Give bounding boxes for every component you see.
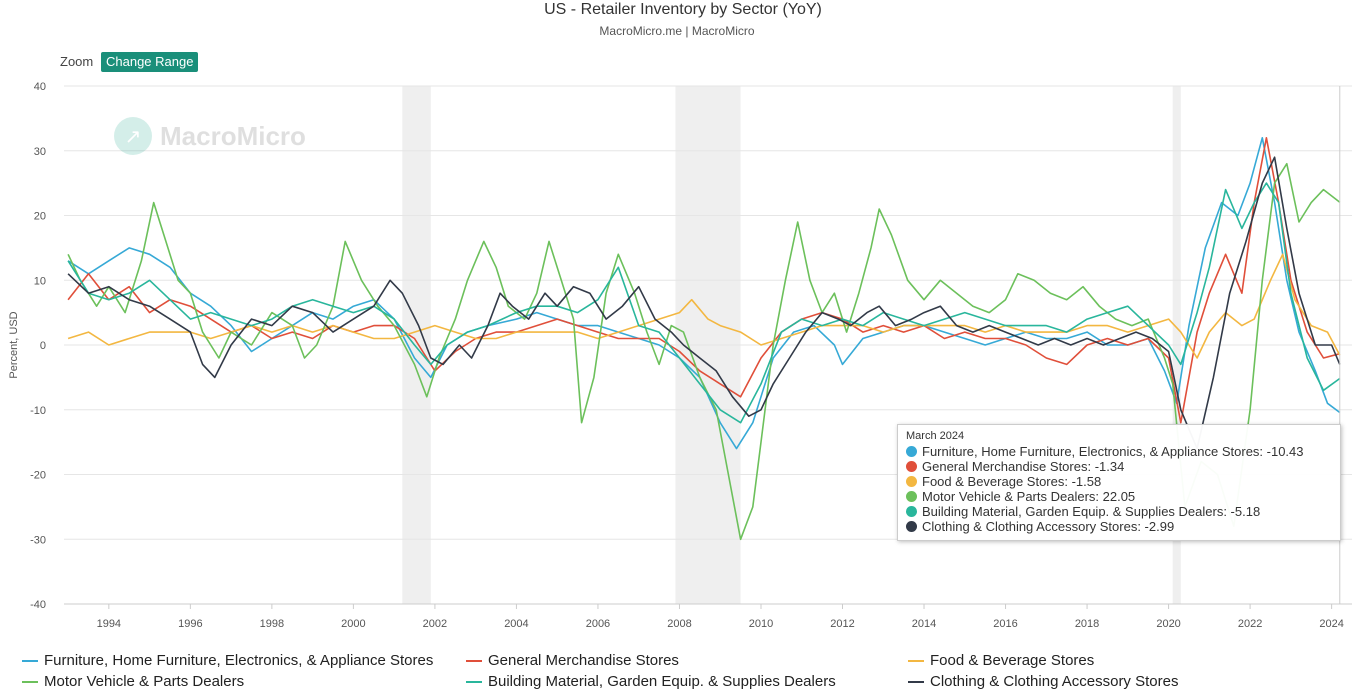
- y-tick-label: -30: [30, 534, 46, 546]
- tooltip-row-label: General Merchandise Stores: -1.34: [922, 459, 1125, 474]
- tooltip-row: Food & Beverage Stores: -1.58: [906, 474, 1332, 489]
- legend-line-icon: [908, 680, 924, 683]
- x-tick-label: 2024: [1319, 618, 1343, 630]
- legend-item-1[interactable]: Furniture, Home Furniture, Electronics, …: [22, 652, 433, 669]
- macromicro-logo-icon: ↗: [114, 117, 152, 155]
- series-dot-icon: [906, 476, 917, 487]
- change-range-button[interactable]: Change Range: [101, 52, 199, 72]
- legend-label: General Merchandise Stores: [488, 652, 679, 669]
- legend-label: Building Material, Garden Equip. & Suppl…: [488, 673, 836, 690]
- chart-subtitle: MacroMicro.me | MacroMicro: [599, 24, 754, 38]
- legend-label: Clothing & Clothing Accessory Stores: [930, 673, 1179, 690]
- x-tick-label: 1994: [97, 618, 121, 630]
- tooltip: March 2024 Furniture, Home Furniture, El…: [897, 424, 1341, 541]
- watermark-text: MacroMicro: [160, 120, 306, 151]
- tooltip-row-label: Clothing & Clothing Accessory Stores: -2…: [922, 519, 1175, 534]
- x-tick-label: 2012: [830, 618, 854, 630]
- series-line-6[interactable]: [67, 156, 1341, 450]
- y-tick-label: -40: [30, 599, 46, 611]
- watermark-logo: ↗ MacroMicro: [114, 117, 306, 155]
- x-tick-label: 2006: [586, 618, 610, 630]
- tooltip-row-label: Motor Vehicle & Parts Dealers: 22.05: [922, 489, 1136, 504]
- y-tick-label: 0: [40, 340, 46, 352]
- tooltip-row: Motor Vehicle & Parts Dealers: 22.05: [906, 489, 1332, 504]
- tooltip-row: General Merchandise Stores: -1.34: [906, 459, 1332, 474]
- series-line-3[interactable]: [67, 253, 1341, 359]
- y-tick-label: 10: [34, 275, 46, 287]
- tooltip-row: Building Material, Garden Equip. & Suppl…: [906, 504, 1332, 519]
- x-tick-label: 2018: [1075, 618, 1099, 630]
- legend-item-2[interactable]: General Merchandise Stores: [466, 652, 679, 669]
- tooltip-row-label: Food & Beverage Stores: -1.58: [922, 474, 1102, 489]
- x-tick-label: 2008: [667, 618, 691, 630]
- tooltip-title: March 2024: [906, 430, 965, 442]
- x-tick-label: 2014: [912, 618, 936, 630]
- legend-line-icon: [466, 680, 482, 683]
- series-dot-icon: [906, 461, 917, 472]
- legend-line-icon: [908, 659, 924, 662]
- tooltip-row-label: Furniture, Home Furniture, Electronics, …: [922, 444, 1304, 459]
- x-tick-label: 2016: [993, 618, 1017, 630]
- x-tick-label: 2002: [423, 618, 447, 630]
- legend-label: Food & Beverage Stores: [930, 652, 1095, 669]
- legend-line-icon: [22, 680, 38, 683]
- series-dot-icon: [906, 446, 917, 457]
- tooltip-row: Clothing & Clothing Accessory Stores: -2…: [906, 519, 1332, 534]
- series-dot-icon: [906, 506, 917, 517]
- series-dot-icon: [906, 491, 917, 502]
- x-tick-label: 2010: [749, 618, 773, 630]
- legend-label: Furniture, Home Furniture, Electronics, …: [44, 652, 434, 669]
- series-line-2[interactable]: [67, 137, 1341, 424]
- x-tick-label: 1998: [260, 618, 284, 630]
- x-axis: 1994 1996 1998 2000 2002 2004 2006 2008 2010 2012…: [97, 604, 1344, 630]
- x-tick-label: 2000: [341, 618, 365, 630]
- series-dot-icon: [906, 521, 917, 532]
- zoom-label: Zoom: [60, 54, 94, 69]
- y-tick-label: -10: [30, 405, 46, 417]
- x-tick-label: 1996: [178, 618, 202, 630]
- series-lines[interactable]: [67, 137, 1341, 541]
- legend-line-icon: [22, 659, 38, 662]
- y-tick-label: 30: [34, 146, 46, 158]
- legend-item-3[interactable]: Food & Beverage Stores: [908, 652, 1094, 669]
- y-tick-label: -20: [30, 470, 46, 482]
- legend-item-4[interactable]: Motor Vehicle & Parts Dealers: [22, 673, 244, 690]
- y-axis-title: Percent, USD: [8, 311, 20, 378]
- x-tick-label: 2020: [1156, 618, 1180, 630]
- y-tick-label: 40: [34, 81, 46, 93]
- tooltip-row-label: Building Material, Garden Equip. & Suppl…: [922, 504, 1261, 519]
- legend-label: Motor Vehicle & Parts Dealers: [44, 673, 245, 690]
- y-tick-label: 20: [34, 211, 46, 223]
- x-tick-label: 2022: [1238, 618, 1262, 630]
- legend-item-6[interactable]: Clothing & Clothing Accessory Stores: [908, 673, 1178, 690]
- legend-line-icon: [466, 659, 482, 662]
- y-axis: 40 30 20 10 0 -10 -20 -30 -40: [30, 81, 46, 611]
- legend-item-5[interactable]: Building Material, Garden Equip. & Suppl…: [466, 673, 836, 690]
- chart-title: US - Retailer Inventory by Sector (YoY): [544, 1, 822, 18]
- tooltip-row: Furniture, Home Furniture, Electronics, …: [906, 444, 1332, 459]
- x-tick-label: 2004: [504, 618, 528, 630]
